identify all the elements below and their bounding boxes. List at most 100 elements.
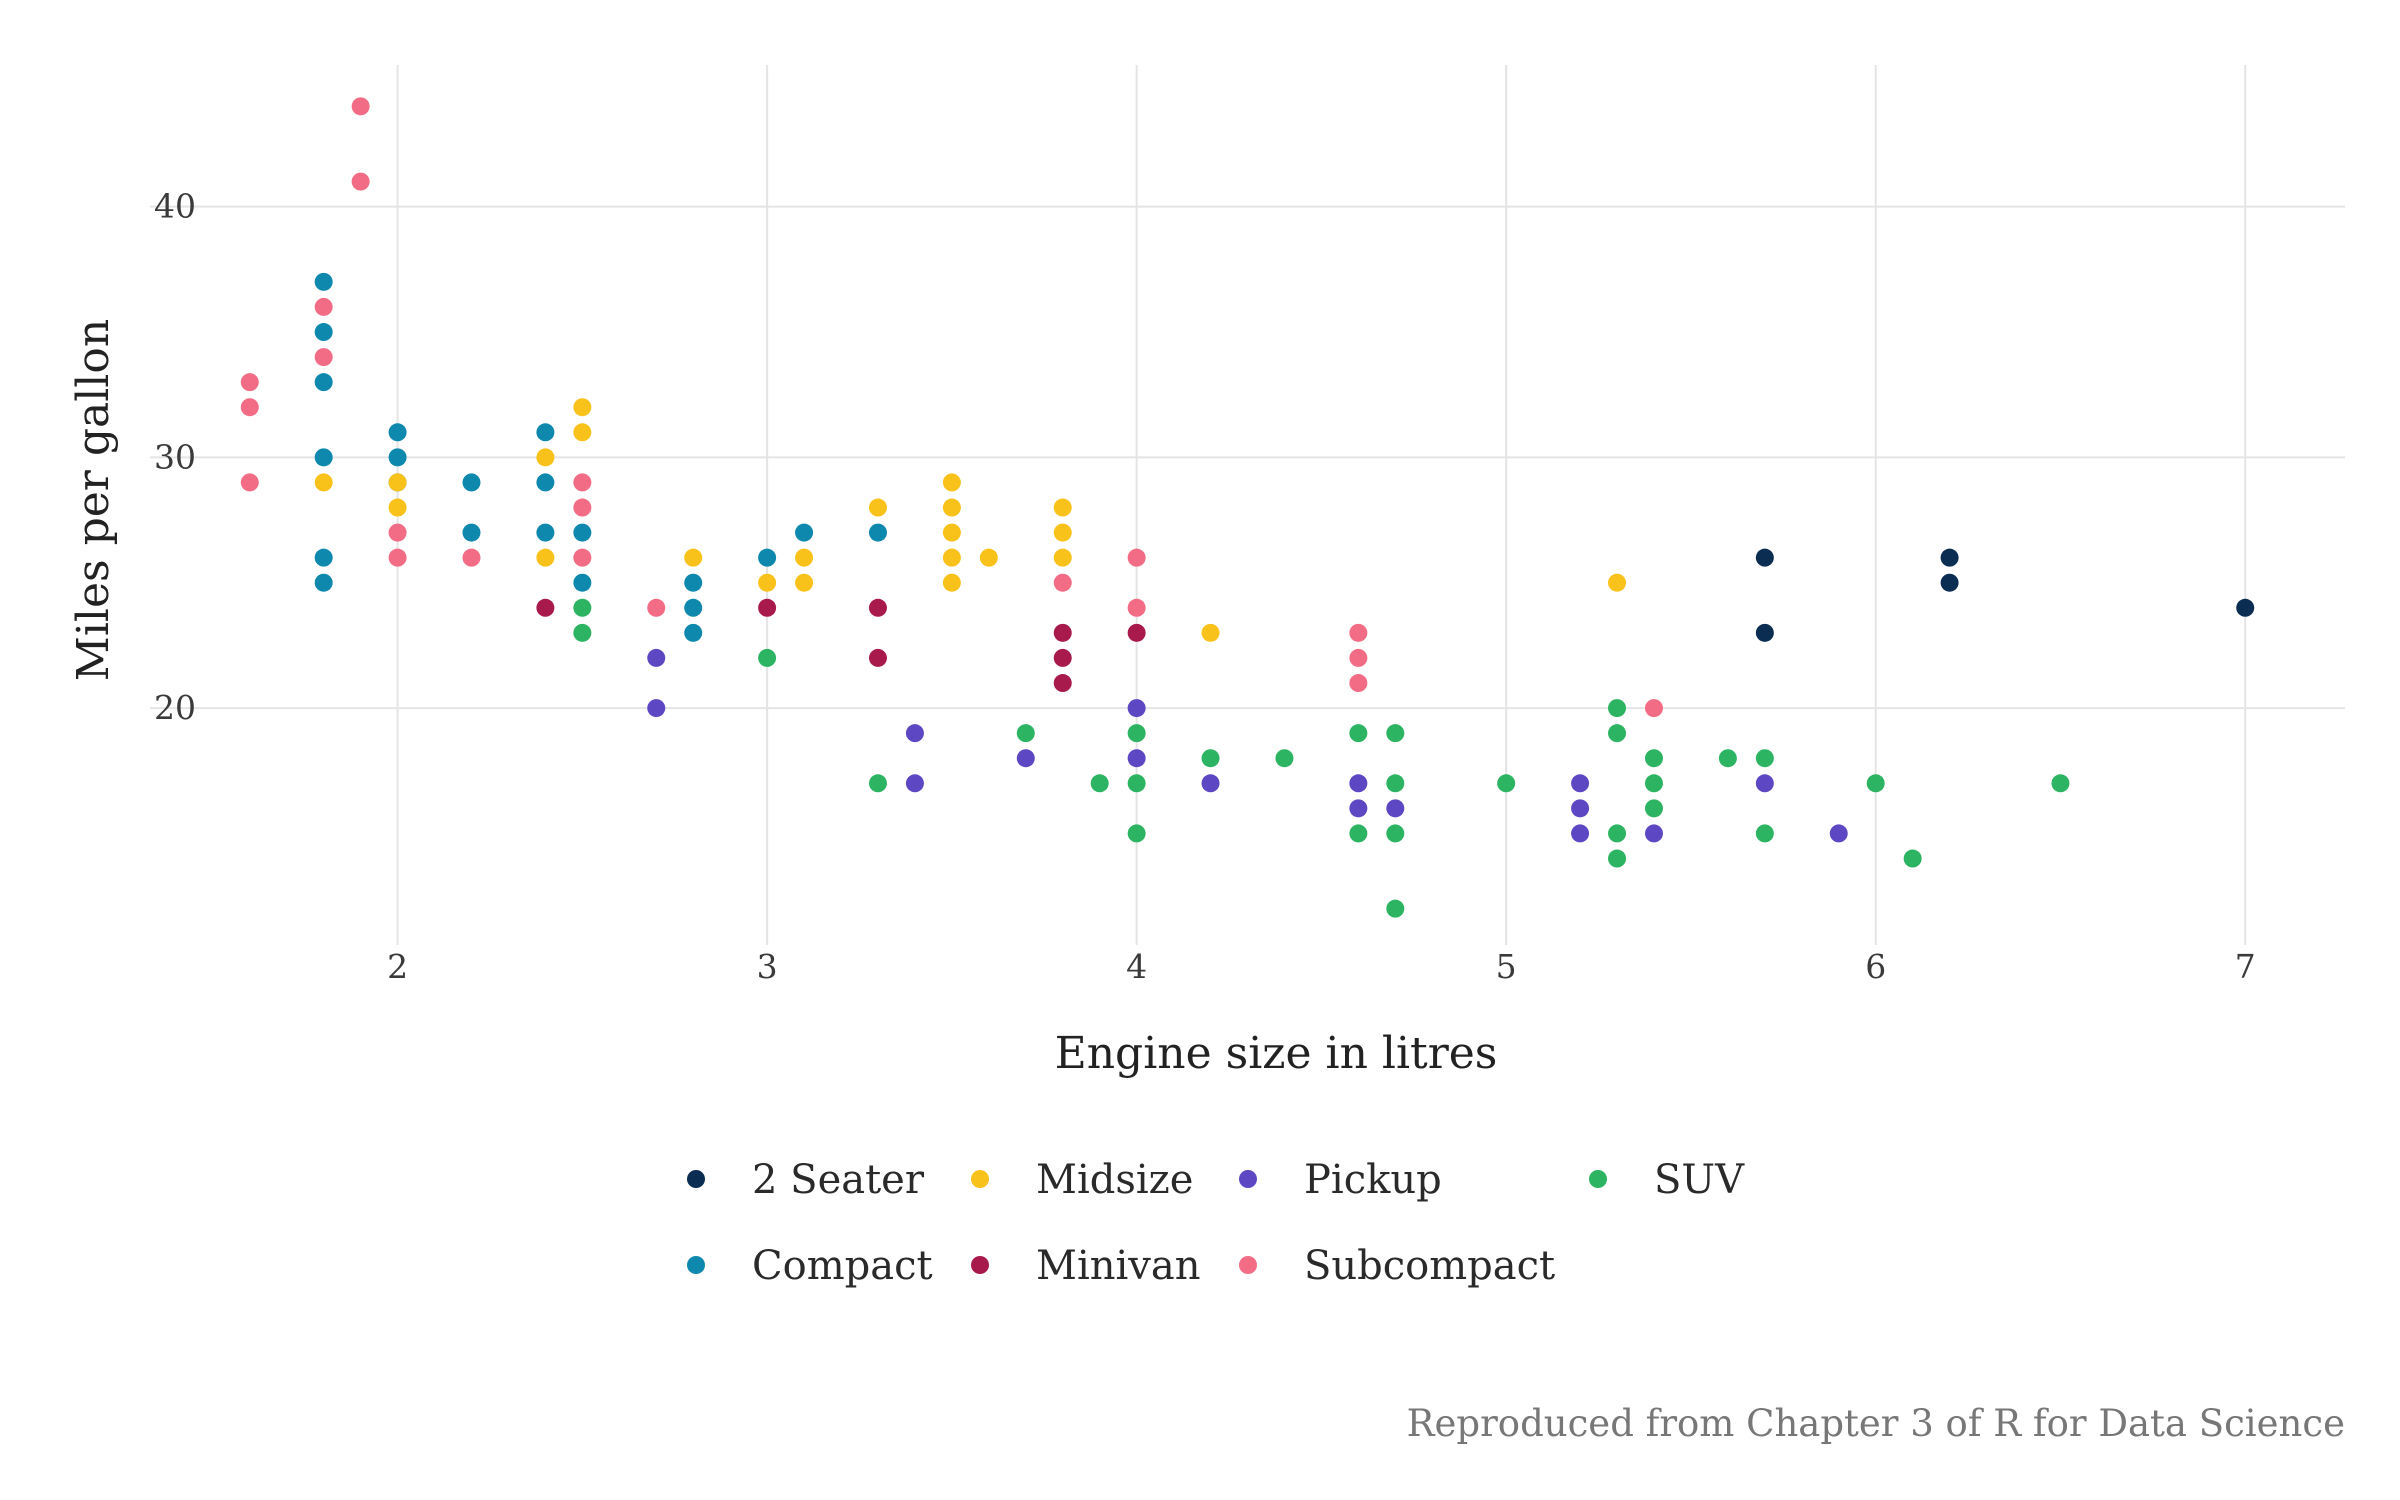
x-tick-label: 7 [2235, 947, 2256, 986]
point-pickup [905, 774, 924, 793]
y-tick-label: 40 [154, 187, 196, 226]
point-midsize [1053, 548, 1072, 567]
point-2-seater [1755, 623, 1774, 642]
point-midsize [795, 573, 814, 592]
point-suv [2051, 774, 2070, 793]
point-subcompact [1349, 648, 1368, 667]
x-tick-label: 4 [1126, 947, 1147, 986]
point-pickup [1571, 799, 1590, 818]
point-subcompact [1127, 598, 1146, 617]
point-compact [314, 448, 333, 467]
data-points [240, 97, 2255, 918]
legend-label-compact: Compact [752, 1243, 933, 1289]
point-suv [1903, 849, 1922, 868]
point-subcompact [351, 172, 370, 191]
point-pickup [1386, 799, 1405, 818]
point-compact [388, 448, 407, 467]
point-midsize [573, 423, 592, 442]
legend-key-minivan [971, 1256, 989, 1274]
legend-item-compact: Compact [687, 1243, 933, 1289]
point-suv [1386, 724, 1405, 743]
y-tick-label: 30 [154, 437, 196, 476]
point-compact [536, 523, 555, 542]
point-suv [573, 598, 592, 617]
x-tick-label: 5 [1496, 947, 1517, 986]
point-midsize [942, 573, 961, 592]
y-axis-ticks: 20 30 40 [154, 187, 196, 727]
point-subcompact [1644, 699, 1663, 718]
legend-item-2-seater: 2 Seater [687, 1157, 925, 1203]
x-axis-ticks: 2 3 4 5 6 7 [387, 947, 2256, 986]
point-pickup [1755, 774, 1774, 793]
point-subcompact [314, 348, 333, 367]
point-suv [1755, 749, 1774, 768]
point-pickup [905, 724, 924, 743]
point-compact [314, 272, 333, 291]
point-minivan [1053, 623, 1072, 642]
point-pickup [1829, 824, 1848, 843]
point-compact [684, 573, 703, 592]
legend-item-midsize: Midsize [971, 1157, 1193, 1203]
point-compact [314, 548, 333, 567]
x-tick-label: 3 [757, 947, 778, 986]
legend-item-suv: SUV [1589, 1157, 1745, 1203]
point-compact [462, 473, 481, 492]
point-suv [1386, 824, 1405, 843]
x-tick-label: 2 [387, 947, 408, 986]
point-midsize [314, 473, 333, 492]
point-compact [795, 523, 814, 542]
point-subcompact [1127, 548, 1146, 567]
point-2-seater [2236, 598, 2255, 617]
legend-key-suv [1589, 1170, 1607, 1188]
point-compact [684, 623, 703, 642]
point-midsize [684, 548, 703, 567]
point-midsize [942, 523, 961, 542]
point-compact [684, 598, 703, 617]
point-midsize [388, 473, 407, 492]
point-midsize [388, 498, 407, 517]
point-subcompact [462, 548, 481, 567]
point-pickup [1201, 774, 1220, 793]
point-pickup [1127, 699, 1146, 718]
point-subcompact [388, 523, 407, 542]
point-minivan [1053, 648, 1072, 667]
point-suv [1608, 724, 1627, 743]
point-subcompact [1349, 674, 1368, 693]
point-midsize [1053, 498, 1072, 517]
legend-label-pickup: Pickup [1304, 1157, 1442, 1203]
point-suv [1127, 724, 1146, 743]
point-suv [1349, 724, 1368, 743]
point-midsize [942, 473, 961, 492]
point-suv [573, 623, 592, 642]
point-midsize [942, 548, 961, 567]
point-minivan [536, 598, 555, 617]
point-midsize [573, 398, 592, 417]
legend-key-2-seater [687, 1170, 705, 1188]
point-suv [1090, 774, 1109, 793]
point-subcompact [240, 373, 259, 392]
point-minivan [868, 648, 887, 667]
point-pickup [1644, 824, 1663, 843]
legend-key-compact [687, 1256, 705, 1274]
point-2-seater [1940, 548, 1959, 567]
legend-label-suv: SUV [1654, 1157, 1745, 1203]
point-compact [314, 323, 333, 342]
grid-lines [150, 65, 2345, 945]
point-compact [388, 423, 407, 442]
point-minivan [1127, 623, 1146, 642]
chart-caption: Reproduced from Chapter 3 of R for Data … [1407, 1402, 2345, 1445]
y-axis-title: Miles per gallon [68, 319, 119, 681]
point-compact [536, 473, 555, 492]
point-subcompact [351, 97, 370, 116]
point-suv [1644, 774, 1663, 793]
point-pickup [647, 699, 666, 718]
legend-label-2-seater: 2 Seater [752, 1157, 925, 1203]
point-suv [758, 648, 777, 667]
point-suv [1386, 774, 1405, 793]
point-suv [1497, 774, 1516, 793]
point-suv [1386, 899, 1405, 918]
point-pickup [1571, 824, 1590, 843]
point-midsize [1608, 573, 1627, 592]
point-minivan [758, 598, 777, 617]
